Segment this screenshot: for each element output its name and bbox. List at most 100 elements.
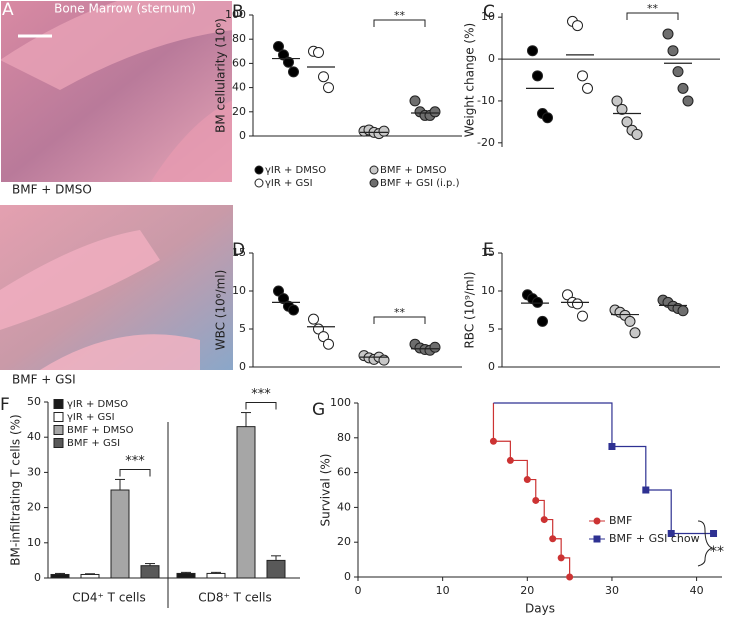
- data-point: [611, 95, 623, 107]
- panel-label: B: [232, 2, 244, 22]
- x-tick-label: 40: [690, 584, 704, 597]
- data-point: [313, 47, 324, 59]
- data-point: [429, 341, 441, 353]
- data-point: [308, 313, 319, 325]
- legend-label: BMF + DMSO: [380, 165, 447, 176]
- y-tick-label: 10: [232, 284, 246, 297]
- panel-label: F: [0, 395, 10, 415]
- y-tick-label: 60: [232, 56, 246, 69]
- marker: [710, 530, 718, 537]
- data-point: [621, 116, 633, 128]
- data-point: [577, 70, 588, 82]
- data-point: [409, 95, 421, 107]
- y-tick-label: 80: [337, 431, 351, 444]
- marker: [540, 516, 548, 524]
- y-tick-label: 0: [344, 570, 351, 583]
- panel-label: D: [232, 240, 245, 260]
- significance: ***: [251, 387, 271, 402]
- bar: [266, 559, 286, 579]
- y-tick-label: 20: [232, 105, 246, 118]
- marker: [642, 486, 650, 494]
- significance: ***: [125, 454, 145, 469]
- x-tick-label: 0: [355, 584, 362, 597]
- data-point: [318, 331, 329, 343]
- marker: [523, 476, 531, 484]
- tissue: [0, 0, 233, 90]
- panel-title: Bone Marrow (sternum): [54, 2, 196, 16]
- data-point: [677, 305, 689, 317]
- x-tick-label: 10: [436, 584, 450, 597]
- legend-label: BMF + GSI: [67, 438, 120, 449]
- data-point: [629, 327, 641, 339]
- y-axis-label: Survival (%): [319, 454, 333, 527]
- data-point: [288, 66, 299, 78]
- bar: [110, 489, 130, 579]
- significance-bracket: [697, 520, 714, 567]
- data-point: [572, 298, 583, 310]
- data-point: [323, 338, 334, 350]
- panel-label: A: [2, 0, 14, 20]
- data-point: [667, 45, 679, 57]
- y-tick-label: 20: [337, 535, 351, 548]
- bar: [206, 572, 226, 579]
- legend-marker: [369, 178, 379, 188]
- marker: [608, 443, 616, 450]
- significance-bracket: [373, 316, 426, 324]
- y-tick-label: -20: [477, 136, 495, 149]
- y-tick-label: 60: [337, 466, 351, 479]
- y-tick-label: 10: [481, 10, 495, 23]
- legend-label: BMF + GSI (i.p.): [380, 178, 460, 189]
- legend-marker: [593, 517, 601, 525]
- legend-marker: [369, 165, 379, 175]
- y-tick-label: 0: [488, 360, 495, 373]
- y-axis-label: RBC (10⁹/ml): [463, 271, 477, 348]
- tissue: [0, 230, 160, 330]
- marker: [506, 456, 514, 464]
- data-point: [572, 20, 583, 32]
- data-point: [542, 112, 553, 124]
- y-tick-label: 40: [232, 81, 246, 94]
- bar: [80, 573, 100, 579]
- legend-marker: [254, 165, 264, 175]
- y-tick-label: -10: [477, 94, 495, 107]
- data-point: [273, 285, 284, 297]
- y-axis-label: BM-infiltrating T cells (%): [9, 414, 23, 565]
- legend-label: BMF + GSI chow: [609, 532, 700, 545]
- x-tick-label: 30: [605, 584, 619, 597]
- significance-bracket: [245, 402, 277, 410]
- legend-label: γIR + GSI: [67, 412, 115, 423]
- marker: [566, 573, 574, 581]
- y-tick-label: 100: [225, 8, 246, 21]
- y-tick-label: 50: [27, 395, 41, 408]
- caption: BMF + GSI: [12, 373, 76, 387]
- data-point: [562, 289, 573, 301]
- data-point: [682, 95, 694, 107]
- data-point: [662, 28, 674, 40]
- significance: **: [647, 2, 659, 15]
- marker: [549, 535, 557, 543]
- tissue: [40, 334, 200, 370]
- y-tick-label: 20: [27, 501, 41, 514]
- frame: [0, 0, 234, 184]
- panel-label: C: [483, 2, 495, 22]
- marker: [557, 554, 565, 562]
- y-tick-label: 10: [481, 284, 495, 297]
- bar: [236, 426, 256, 579]
- data-point: [323, 82, 334, 94]
- data-point: [616, 103, 628, 115]
- legend-swatch: [53, 438, 64, 448]
- data-point: [624, 315, 636, 327]
- data-point: [318, 71, 329, 83]
- marker: [667, 530, 675, 537]
- data-point: [537, 315, 548, 327]
- x-axis-label: Days: [525, 602, 555, 616]
- legend-label: BMF: [609, 514, 632, 527]
- legend-label: γIR + DMSO: [265, 165, 326, 176]
- y-tick-label: 0: [239, 129, 246, 142]
- y-tick-label: 0: [239, 360, 246, 373]
- legend-swatch: [53, 412, 64, 422]
- bar: [176, 572, 196, 579]
- survival-line: [492, 403, 571, 577]
- bar: [140, 565, 160, 579]
